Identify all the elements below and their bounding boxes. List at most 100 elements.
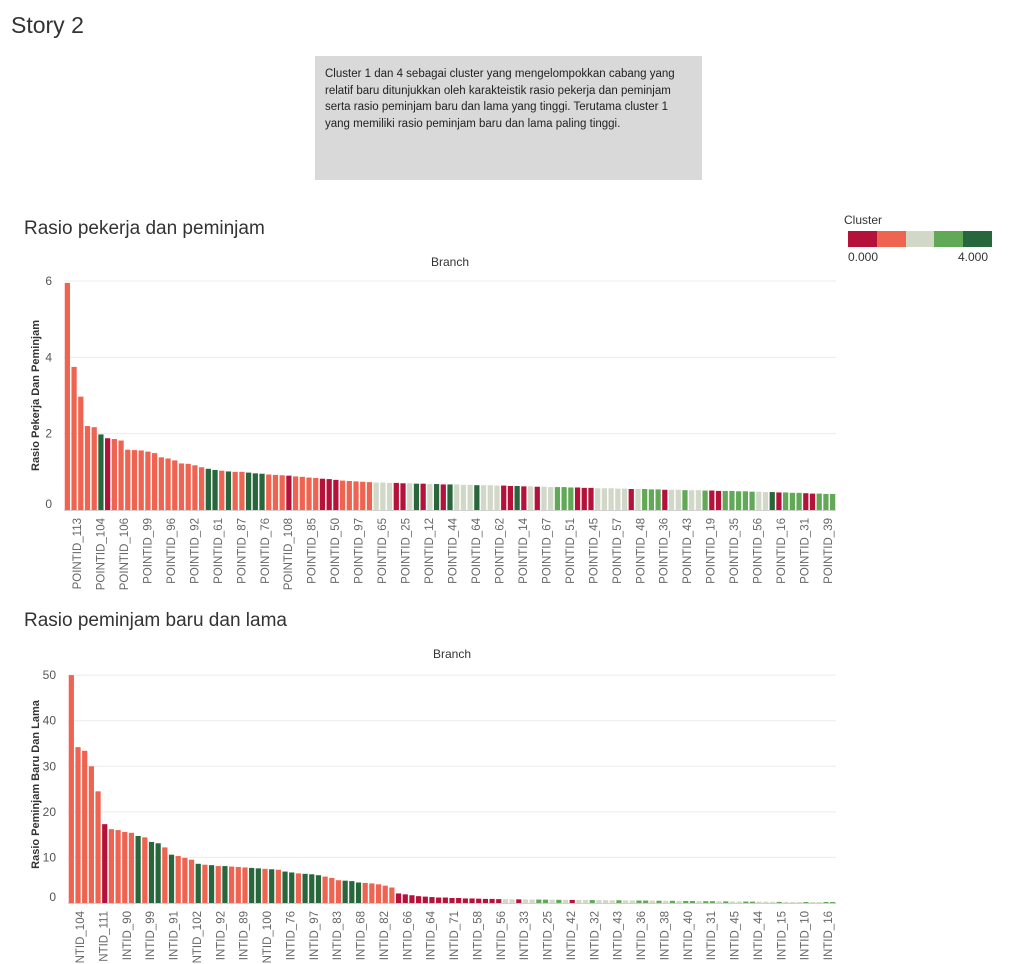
bar [763,901,769,903]
bar [339,480,346,510]
bar [369,883,375,903]
chart-2-category-label: INTID_56 [496,911,508,960]
bar [162,847,168,903]
bar [202,864,208,903]
bar [266,474,272,510]
bar [366,482,373,510]
bar [442,897,448,903]
bar [382,885,388,903]
bar [195,863,201,903]
bar [669,900,675,903]
bar [830,493,836,510]
chart-1-category-label: POINTID_104 [95,517,107,590]
bar [259,473,265,510]
cluster-legend[interactable]: Cluster 0.000 4.000 [844,213,994,264]
chart-2-category-label: INTID_58 [472,911,484,960]
chart-1-svg[interactable]: Branch 0 2 4 6 Rasio Pekerja Dan Peminjam POIN… [0,250,1016,590]
bar [696,901,702,903]
bar [252,473,258,510]
chart-2-category-label: INTID_15 [776,911,788,960]
bar [155,843,161,903]
bar [185,463,191,510]
chart-2-category-label: INTID_90 [122,911,134,960]
chart-2-category-label: NTID_111 [98,911,110,962]
chart-1-category-label: POINTID_39 [823,518,835,584]
bar [796,492,802,510]
bar [695,490,701,510]
bar [449,897,455,903]
bar [516,899,522,903]
chart-2-ytick-label: 30 [43,759,57,773]
chart-1-category-label: POINTID_99 [142,518,154,584]
bar [242,867,248,903]
chart-2-category-label: INTID_89 [239,911,251,960]
bar [75,747,81,903]
caption-box: Cluster 1 dan 4 sebagai cluster yang men… [315,56,702,180]
bar [467,484,473,510]
bar [501,485,507,510]
bar [105,438,111,510]
legend-swatch-0 [848,231,877,247]
chart-2-category-label: INTID_38 [659,911,671,960]
chart-2-category-label: INTID_33 [519,911,531,960]
bar [476,898,482,903]
bar [803,902,809,903]
bar [823,902,829,903]
bar [581,487,587,510]
bar [282,871,288,903]
chart-2-category-label: NTID_104 [75,910,87,963]
bar [306,477,312,510]
chart-2-svg[interactable]: Branch 0 10 20 30 40 50 Rasio Peminjam Baru Dan… [0,642,1016,964]
chart-1-category-label: POINTID_14 [518,517,530,583]
legend-max-label: 4.000 [958,250,989,264]
chart-2-category-label: INTID_31 [706,911,718,960]
bar [302,873,308,903]
chart-1-category-label: POINTID_48 [635,518,647,584]
bar [709,490,715,510]
bar [556,899,562,903]
bar [502,899,509,903]
bar [749,491,755,510]
bar [71,366,77,511]
bar [222,866,228,903]
bar [322,876,328,903]
bar [192,465,198,510]
chart-2-category-label: INTID_82 [379,911,391,960]
bar [115,830,121,903]
bar [355,882,362,903]
bar [642,489,648,510]
chart-2-ytick-label: 20 [43,805,57,819]
bar [232,471,238,510]
chart-1-category-label: POINTID_31 [800,518,812,584]
bar [675,489,681,510]
bar [596,900,602,903]
legend-min-label: 0.000 [848,250,879,264]
legend-swatch-2 [905,231,935,247]
bar [429,897,435,903]
bar [601,488,608,510]
bar [380,482,386,510]
bar [68,675,74,903]
bar [689,490,695,510]
bar [663,900,669,903]
chart-2-category-label: INTID_25 [543,911,555,960]
bar [736,491,742,510]
chart-1-category-label: POINTID_106 [119,518,131,590]
bar [809,493,816,510]
bar [456,897,462,903]
bar [489,898,495,903]
bar [702,490,708,510]
bar [400,483,406,510]
bar [168,854,175,903]
bar [235,866,241,903]
bar [588,487,594,510]
chart-2-category-label: INTID_32 [589,911,601,960]
bar [549,899,555,903]
bar [436,897,442,903]
bar [88,766,94,903]
bar [648,489,655,510]
bar [623,900,629,903]
bar [682,490,688,510]
bar [482,898,488,903]
bar [762,492,769,510]
